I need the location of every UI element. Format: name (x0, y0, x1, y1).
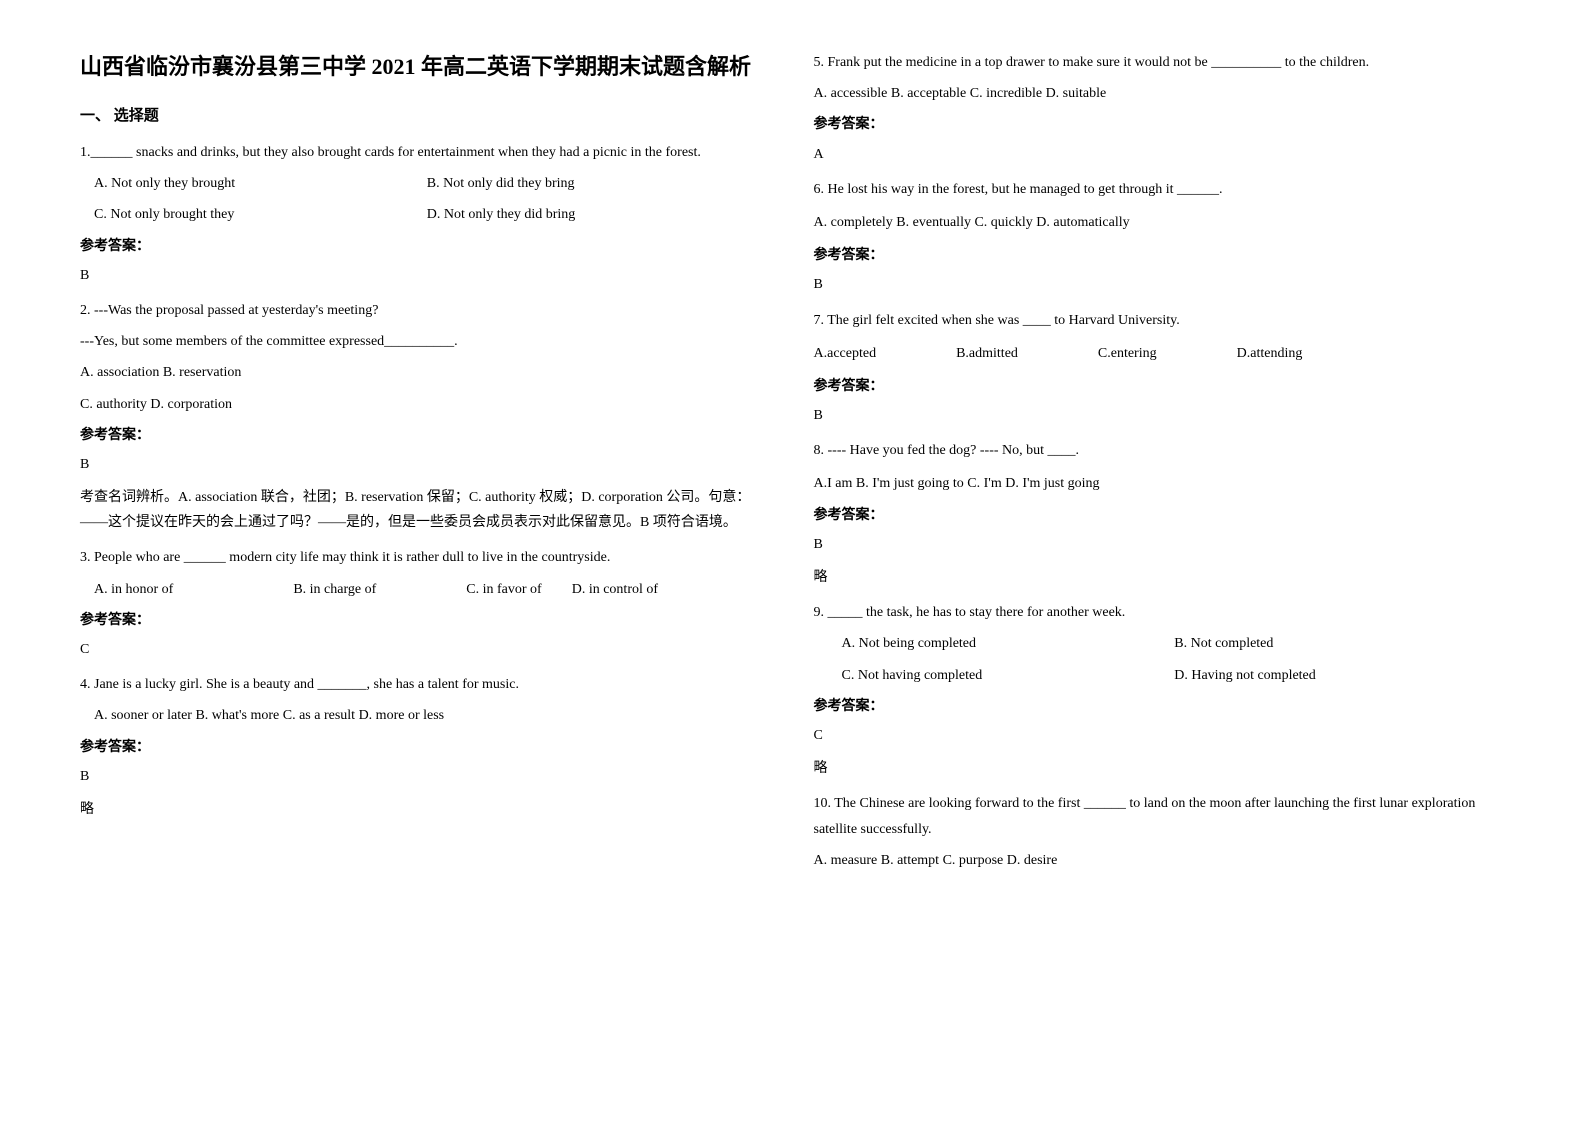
q3-answer-label: 参考答案： (80, 608, 774, 633)
q3-optA: A. in honor of (80, 577, 173, 602)
question-7: 7. The girl felt excited when she was __… (814, 308, 1508, 429)
q7-opts: A.accepted B.admitted C.entering D.atten… (814, 341, 1508, 366)
q1-stem: 1.______ snacks and drinks, but they als… (80, 140, 774, 165)
q1-optD: D. Not only they did bring (427, 202, 774, 227)
q8-answer: B (814, 532, 1508, 557)
question-5: 5. Frank put the medicine in a top drawe… (814, 50, 1508, 167)
q4-omit: 略 (80, 797, 774, 822)
q2-line1: 2. ---Was the proposal passed at yesterd… (80, 298, 774, 323)
q1-opts-row1: A. Not only they brought B. Not only did… (80, 171, 774, 196)
q9-omit: 略 (814, 756, 1508, 781)
q4-stem: 4. Jane is a lucky girl. She is a beauty… (80, 672, 774, 697)
q8-omit: 略 (814, 565, 1508, 590)
q2-answer-label: 参考答案： (80, 423, 774, 448)
q1-optC: C. Not only brought they (80, 202, 427, 227)
q7-optB: B.admitted (956, 341, 1018, 366)
q9-opts-row2: C. Not having completed D. Having not co… (814, 663, 1508, 688)
q9-answer: C (814, 723, 1508, 748)
q4-opts: A. sooner or later B. what's more C. as … (80, 703, 774, 728)
q4-answer-label: 参考答案： (80, 735, 774, 760)
q1-optB: B. Not only did they bring (427, 171, 774, 196)
q9-stem: 9. _____ the task, he has to stay there … (814, 600, 1508, 625)
q7-answer-label: 参考答案： (814, 374, 1508, 399)
question-8: 8. ---- Have you fed the dog? ---- No, b… (814, 438, 1508, 590)
question-2: 2. ---Was the proposal passed at yesterd… (80, 298, 774, 536)
q5-opts: A. accessible B. acceptable C. incredibl… (814, 81, 1508, 106)
doc-title: 山西省临汾市襄汾县第三中学 2021 年高二英语下学期期末试题含解析 (80, 50, 774, 83)
q8-answer-label: 参考答案： (814, 503, 1508, 528)
q2-explanation: 考查名词辨析。A. association 联合，社团；B. reservati… (80, 485, 774, 535)
q8-stem: 8. ---- Have you fed the dog? ---- No, b… (814, 438, 1508, 463)
q4-answer: B (80, 764, 774, 789)
q1-opts-row2: C. Not only brought they D. Not only the… (80, 202, 774, 227)
q6-answer-label: 参考答案： (814, 243, 1508, 268)
q2-line2: ---Yes, but some members of the committe… (80, 329, 774, 354)
q9-optC: C. Not having completed (814, 663, 1175, 688)
q3-optD: D. in control of (572, 577, 658, 602)
q10-opts: A. measure B. attempt C. purpose D. desi… (814, 848, 1508, 873)
q3-optC: C. in favor of (466, 577, 541, 602)
q1-answer-label: 参考答案： (80, 234, 774, 259)
q6-answer: B (814, 272, 1508, 297)
q7-optC: C.entering (1098, 341, 1157, 366)
q5-stem: 5. Frank put the medicine in a top drawe… (814, 50, 1508, 75)
q7-answer: B (814, 403, 1508, 428)
q3-answer: C (80, 637, 774, 662)
q7-optD: D.attending (1237, 341, 1303, 366)
question-9: 9. _____ the task, he has to stay there … (814, 600, 1508, 781)
q5-answer-label: 参考答案： (814, 112, 1508, 137)
q2-answer: B (80, 452, 774, 477)
q3-stem: 3. People who are ______ modern city lif… (80, 545, 774, 570)
q9-optB: B. Not completed (1174, 631, 1507, 656)
q6-stem: 6. He lost his way in the forest, but he… (814, 177, 1508, 202)
left-column: 山西省临汾市襄汾县第三中学 2021 年高二英语下学期期末试题含解析 一、 选择… (60, 50, 794, 1072)
question-10: 10. The Chinese are looking forward to t… (814, 791, 1508, 873)
q7-stem: 7. The girl felt excited when she was __… (814, 308, 1508, 333)
q9-opts-row1: A. Not being completed B. Not completed (814, 631, 1508, 656)
q7-optA: A.accepted (814, 341, 877, 366)
q6-opts: A. completely B. eventually C. quickly D… (814, 210, 1508, 235)
right-column: 5. Frank put the medicine in a top drawe… (794, 50, 1528, 1072)
question-6: 6. He lost his way in the forest, but he… (814, 177, 1508, 298)
question-4: 4. Jane is a lucky girl. She is a beauty… (80, 672, 774, 822)
q9-optA: A. Not being completed (814, 631, 1175, 656)
question-3: 3. People who are ______ modern city lif… (80, 545, 774, 662)
q1-optA: A. Not only they brought (80, 171, 427, 196)
q5-answer: A (814, 142, 1508, 167)
q2-optsCD: C. authority D. corporation (80, 392, 774, 417)
q8-opts: A.I am B. I'm just going to C. I'm D. I'… (814, 471, 1508, 496)
question-1: 1.______ snacks and drinks, but they als… (80, 140, 774, 288)
q3-opts: A. in honor of B. in charge of C. in fav… (80, 577, 774, 602)
q9-optD: D. Having not completed (1174, 663, 1507, 688)
q1-answer: B (80, 263, 774, 288)
section-header: 一、 选择题 (80, 103, 774, 130)
q9-answer-label: 参考答案： (814, 694, 1508, 719)
q2-optsAB: A. association B. reservation (80, 360, 774, 385)
q3-optB: B. in charge of (293, 577, 376, 602)
q10-stem: 10. The Chinese are looking forward to t… (814, 791, 1508, 841)
